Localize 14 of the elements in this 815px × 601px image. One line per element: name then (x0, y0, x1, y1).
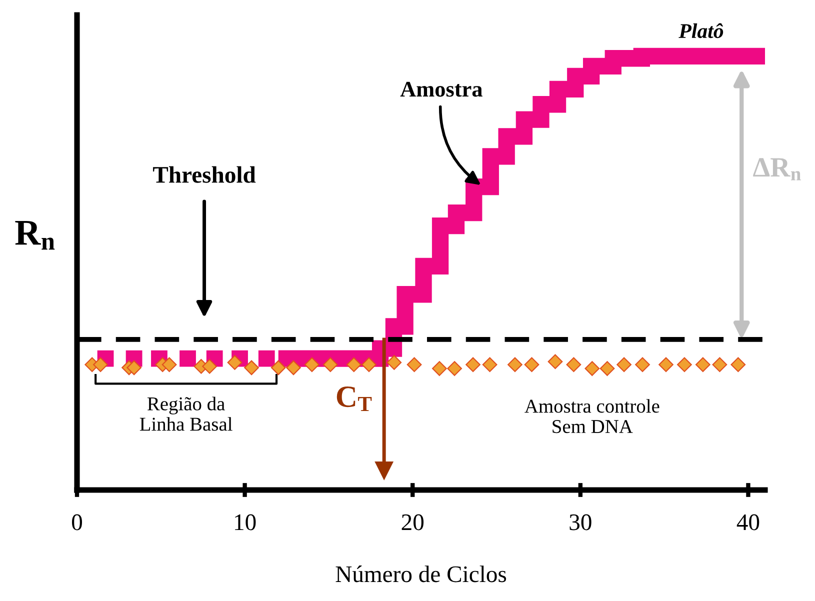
ref-line-label: C$_{T}$ (336, 386, 372, 411)
text: Amostra (400, 82, 482, 97)
x-tick-label: 20 (402, 514, 424, 530)
x-tick-label: 30 (570, 514, 592, 530)
x-axis-title: Número de Ciclos (336, 566, 506, 582)
annotation: Região da Linha Basal (140, 396, 232, 431)
y-axis-title: R$_{n}$ (15, 220, 55, 250)
x-tick-label: 10 (235, 514, 256, 530)
annotation: ΔR$_{n}$ (753, 158, 801, 180)
series-label: Amostra controle Sem DNA (524, 399, 660, 434)
x-tick-label: 0 (72, 514, 82, 530)
annotation: Platô (678, 23, 724, 38)
annotation: Threshold (153, 166, 256, 183)
x-tick-label: 40 (736, 514, 760, 530)
